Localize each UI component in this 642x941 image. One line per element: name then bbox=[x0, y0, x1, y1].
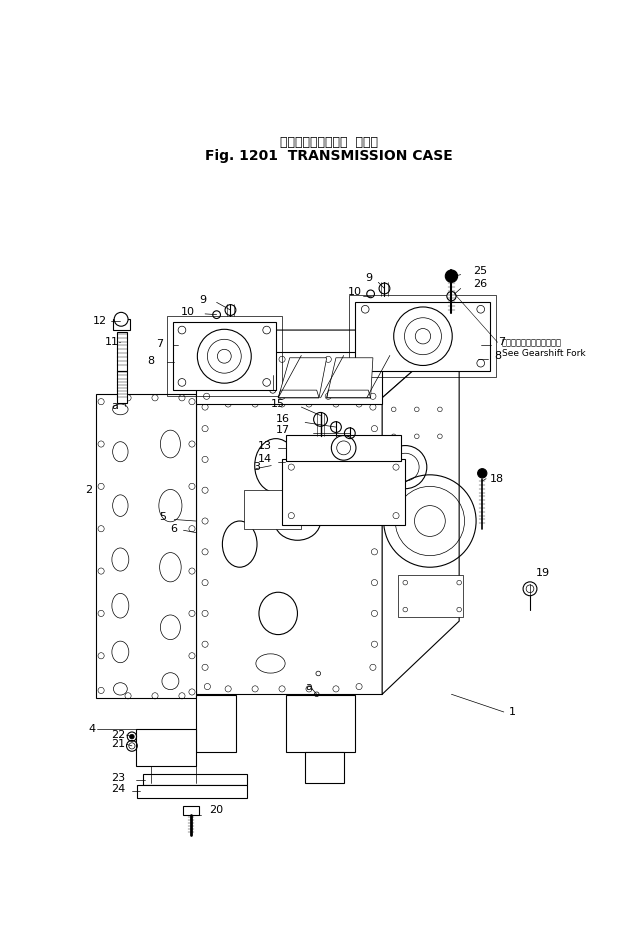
Text: See Gearshift Fork: See Gearshift Fork bbox=[501, 349, 585, 358]
Bar bbox=[116, 332, 127, 371]
Text: 25: 25 bbox=[473, 265, 487, 276]
Text: 13: 13 bbox=[257, 440, 272, 451]
Text: Fig. 1201  TRANSMISSION CASE: Fig. 1201 TRANSMISSION CASE bbox=[205, 149, 453, 163]
Circle shape bbox=[114, 312, 128, 327]
Circle shape bbox=[447, 292, 456, 301]
Bar bbox=[117, 371, 126, 403]
Polygon shape bbox=[135, 729, 196, 766]
Text: 9: 9 bbox=[365, 274, 372, 283]
Text: 23: 23 bbox=[111, 774, 125, 783]
Text: 7: 7 bbox=[498, 338, 505, 347]
Text: a: a bbox=[305, 681, 312, 692]
Text: 16: 16 bbox=[276, 414, 290, 424]
Bar bbox=[184, 805, 199, 815]
Polygon shape bbox=[196, 330, 459, 398]
Text: 14: 14 bbox=[257, 455, 272, 465]
Text: 1: 1 bbox=[509, 707, 516, 717]
Polygon shape bbox=[286, 695, 355, 752]
Text: 9: 9 bbox=[200, 295, 207, 305]
Text: 22: 22 bbox=[111, 730, 125, 740]
Text: 11: 11 bbox=[105, 338, 119, 347]
Text: 19: 19 bbox=[536, 568, 550, 579]
Text: ギャーシフトフォーク参照: ギャーシフトフォーク参照 bbox=[501, 338, 562, 347]
Polygon shape bbox=[327, 358, 373, 398]
Text: 12: 12 bbox=[92, 316, 107, 326]
Text: a: a bbox=[111, 401, 118, 410]
Text: トランスミッション  ケース: トランスミッション ケース bbox=[280, 136, 378, 149]
Polygon shape bbox=[286, 435, 401, 461]
Polygon shape bbox=[137, 785, 247, 798]
Text: 5: 5 bbox=[159, 512, 166, 522]
Text: 20: 20 bbox=[209, 805, 223, 815]
Circle shape bbox=[130, 734, 134, 739]
Text: 8: 8 bbox=[147, 356, 155, 366]
Text: 10: 10 bbox=[347, 287, 361, 296]
Bar bbox=[243, 490, 301, 529]
Bar bbox=[112, 319, 130, 330]
Polygon shape bbox=[196, 398, 382, 694]
Text: 3: 3 bbox=[253, 462, 260, 472]
Polygon shape bbox=[382, 330, 459, 694]
Text: 21: 21 bbox=[111, 740, 125, 749]
Text: 7: 7 bbox=[157, 339, 164, 349]
Polygon shape bbox=[324, 353, 382, 375]
Polygon shape bbox=[305, 752, 343, 783]
Bar bbox=[397, 575, 463, 617]
Polygon shape bbox=[355, 301, 490, 371]
Text: 10: 10 bbox=[180, 307, 195, 316]
Text: 17: 17 bbox=[276, 425, 290, 435]
Polygon shape bbox=[278, 358, 327, 398]
Text: 2: 2 bbox=[85, 486, 92, 495]
Polygon shape bbox=[196, 352, 382, 404]
Circle shape bbox=[446, 270, 458, 282]
Polygon shape bbox=[282, 459, 405, 525]
Polygon shape bbox=[196, 695, 236, 752]
Text: 26: 26 bbox=[473, 279, 487, 289]
Circle shape bbox=[478, 469, 487, 478]
Text: 18: 18 bbox=[490, 473, 504, 484]
Text: 6: 6 bbox=[170, 524, 177, 534]
Polygon shape bbox=[173, 323, 276, 391]
Text: 4: 4 bbox=[88, 724, 95, 734]
Text: 24: 24 bbox=[111, 784, 125, 794]
Text: 15: 15 bbox=[270, 399, 284, 409]
Polygon shape bbox=[143, 774, 247, 785]
Text: 8: 8 bbox=[494, 351, 501, 361]
Polygon shape bbox=[96, 394, 196, 698]
Polygon shape bbox=[278, 353, 336, 375]
